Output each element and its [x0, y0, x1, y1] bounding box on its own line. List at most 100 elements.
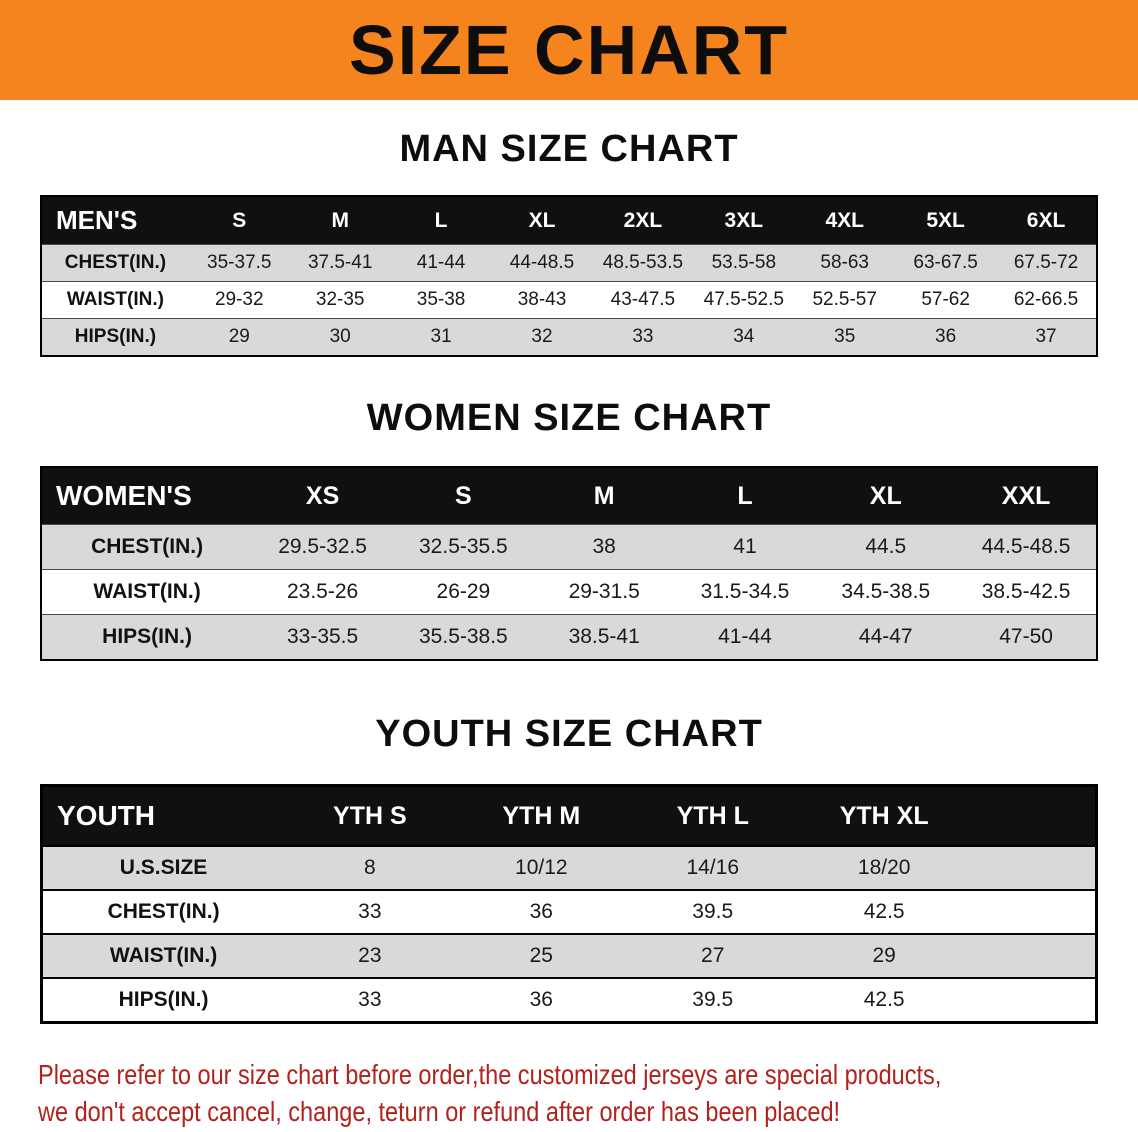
size-value: 32.5-35.5 — [419, 535, 508, 558]
disclaimer: Please refer to our size chart before or… — [38, 1056, 1100, 1130]
size-value: 29 — [872, 944, 896, 967]
size-value: 29-32 — [214, 289, 264, 310]
row-label: WAIST(IN.) — [109, 944, 218, 967]
size-value: 34 — [733, 326, 755, 347]
size-column-header: XXL — [956, 467, 1097, 525]
table-title-cell: YOUTH — [41, 785, 285, 846]
size-value: 57-62 — [921, 289, 970, 310]
size-value: 10/12 — [515, 856, 568, 879]
size-value: 43-47.5 — [610, 289, 676, 310]
size-value: 14/16 — [686, 856, 740, 879]
size-value: 35-38 — [416, 289, 466, 310]
men-section-heading: MAN SIZE CHART — [399, 128, 739, 170]
table-row: WAIST(IN.) 23.5-26 26-29 29-31.5 31.5-34… — [41, 569, 1097, 615]
size-column-header: L — [390, 196, 492, 245]
table-row: WAIST(IN.) 29-32 32-35 35-38 38-43 43-47… — [41, 281, 1097, 319]
size-column-header: YTH L — [627, 785, 799, 846]
size-value: 67.5-72 — [1013, 252, 1079, 273]
size-value: 44-48.5 — [509, 252, 575, 273]
size-value: 44-47 — [858, 625, 913, 648]
spacer-cell — [970, 890, 1097, 934]
row-label: HIPS(IN.) — [74, 326, 157, 347]
size-value: 29 — [228, 326, 250, 347]
size-value: 41-44 — [416, 252, 466, 273]
table-row: CHEST(IN.) 29.5-32.5 32.5-35.5 38 41 44.… — [41, 524, 1097, 570]
size-value: 31 — [430, 326, 452, 347]
size-value: 18/20 — [857, 856, 911, 879]
size-column-header: L — [674, 467, 816, 525]
page-title: SIZE CHART — [349, 11, 789, 89]
size-value: 44.5 — [865, 535, 907, 558]
spacer-cell — [970, 934, 1097, 978]
size-value: 39.5 — [692, 988, 734, 1011]
size-value: 38 — [592, 535, 616, 558]
size-value: 36 — [529, 900, 553, 923]
size-column-header: YTH M — [455, 785, 628, 846]
table-title-cell: MEN'S — [41, 196, 189, 245]
size-column-header: M — [533, 467, 675, 525]
youth-section-heading: YOUTH SIZE CHART — [375, 713, 763, 755]
size-value: 35 — [834, 326, 856, 347]
size-column-header: XL — [491, 196, 593, 245]
table-row: WAIST(IN.) 23 25 27 29 — [41, 934, 1097, 978]
women-header-row: WOMEN'S XS S M L XL XXL — [41, 467, 1097, 525]
size-value: 47-50 — [999, 625, 1053, 648]
size-value: 52.5-57 — [812, 289, 877, 310]
size-value: 58-63 — [820, 252, 870, 273]
size-value: 27 — [701, 944, 725, 967]
size-column-header: M — [289, 196, 391, 245]
table-row: U.S.SIZE 8 10/12 14/16 18/20 — [41, 846, 1097, 890]
size-value: 42.5 — [863, 900, 905, 923]
size-value: 34.5-38.5 — [841, 580, 931, 603]
spacer-cell — [970, 978, 1097, 1023]
size-column-header: 4XL — [794, 196, 896, 245]
banner: SIZE CHART — [0, 0, 1138, 100]
size-value: 31.5-34.5 — [700, 580, 790, 603]
men-size-table: MEN'S S M L XL 2XL 3XL 4XL 5XL 6XL CHEST… — [40, 195, 1098, 357]
size-value: 36 — [529, 988, 553, 1011]
size-column-header: YTH XL — [798, 785, 970, 846]
disclaimer-line-2: we don't accept cancel, change, teturn o… — [38, 1096, 841, 1127]
size-column-header: 2XL — [592, 196, 694, 245]
size-value: 38-43 — [517, 289, 567, 310]
row-label: CHEST(IN.) — [107, 900, 220, 923]
size-column-header: XS — [252, 467, 393, 525]
size-value: 32 — [531, 326, 553, 347]
size-value: 35.5-38.5 — [419, 625, 508, 648]
size-value: 8 — [364, 856, 376, 879]
size-value: 38.5-42.5 — [981, 580, 1071, 603]
table-row: HIPS(IN.) 29 30 31 32 33 34 35 36 37 — [41, 318, 1097, 356]
youth-size-table: YOUTH YTH S YTH M YTH L YTH XL U.S.SIZE … — [40, 784, 1098, 1024]
size-value: 30 — [329, 326, 351, 347]
size-column-header: 6XL — [996, 196, 1097, 245]
size-value: 25 — [529, 944, 553, 967]
women-section-heading: WOMEN SIZE CHART — [366, 397, 772, 439]
size-value: 26-29 — [436, 580, 491, 603]
size-value: 32-35 — [315, 289, 365, 310]
size-value: 37 — [1035, 326, 1057, 347]
size-value: 39.5 — [692, 900, 734, 923]
size-column-header: S — [188, 196, 290, 245]
size-value: 29-31.5 — [568, 580, 640, 603]
row-label: U.S.SIZE — [119, 856, 208, 879]
size-value: 44.5-48.5 — [981, 535, 1071, 558]
table-row: CHEST(IN.) 33 36 39.5 42.5 — [41, 890, 1097, 934]
size-value: 33 — [358, 900, 382, 923]
size-column-header: XL — [815, 467, 957, 525]
size-value: 47.5-52.5 — [703, 289, 784, 310]
size-column-header: 5XL — [895, 196, 997, 245]
size-value: 23 — [358, 944, 382, 967]
row-label: WAIST(IN.) — [93, 580, 201, 603]
table-title-cell: WOMEN'S — [41, 467, 253, 525]
disclaimer-line-1: Please refer to our size chart before or… — [38, 1059, 942, 1090]
row-label: WAIST(IN.) — [66, 289, 164, 310]
row-label: CHEST(IN.) — [64, 252, 167, 273]
row-label: HIPS(IN.) — [118, 988, 209, 1011]
size-value: 33 — [632, 326, 654, 347]
size-value: 41 — [733, 535, 757, 558]
table-row: HIPS(IN.) 33-35.5 35.5-38.5 38.5-41 41-4… — [41, 614, 1097, 660]
size-value: 37.5-41 — [307, 252, 373, 273]
row-label: CHEST(IN.) — [91, 535, 204, 558]
spacer-cell — [970, 846, 1097, 890]
